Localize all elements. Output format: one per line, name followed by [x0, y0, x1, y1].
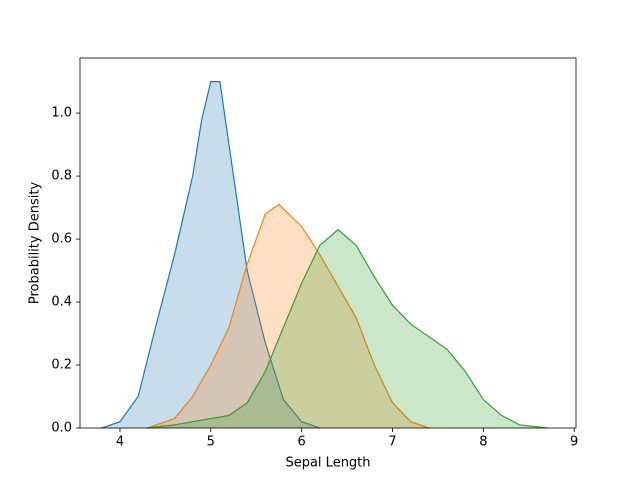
density-area	[101, 81, 320, 429]
x-tick-label: 6	[298, 435, 306, 450]
y-tick-label: 0.2	[51, 358, 72, 373]
x-tick-label: 9	[570, 435, 578, 450]
y-tick-label: 1.0	[51, 106, 72, 121]
y-axis-label: Probability Density	[28, 182, 43, 305]
density-area	[147, 229, 547, 428]
x-tick-label: 8	[479, 435, 487, 450]
x-tick-label: 4	[116, 435, 124, 450]
density-line	[101, 81, 321, 429]
y-tick-label: 0.6	[51, 232, 72, 247]
x-tick-label: 5	[207, 435, 215, 450]
density-line	[147, 228, 547, 429]
y-tick-label: 0.8	[51, 169, 72, 184]
x-axis-label: Sepal Length	[285, 456, 370, 471]
x-tick-label: 7	[388, 435, 396, 450]
y-tick-label: 0.0	[51, 421, 72, 436]
density-line	[147, 203, 430, 429]
y-tick-label: 0.4	[51, 295, 72, 310]
plot-frame	[79, 57, 577, 429]
